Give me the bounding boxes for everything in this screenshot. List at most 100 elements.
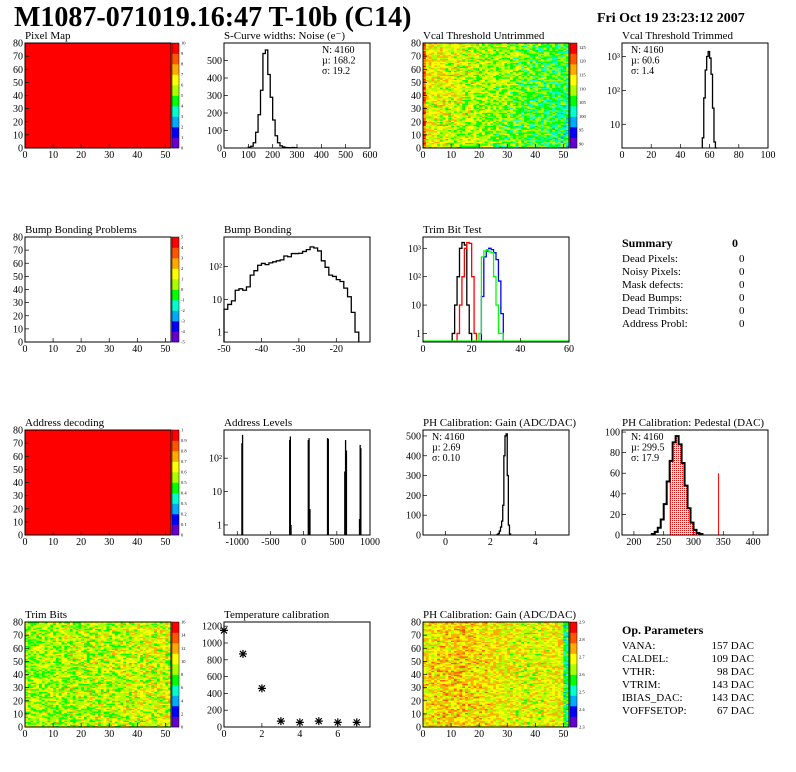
heatmap-cell [442, 48, 446, 50]
heatmap-cell [465, 81, 469, 83]
heatmap-cell [439, 137, 443, 140]
heatmap-cell [479, 133, 483, 136]
heatmap-cell [521, 130, 525, 133]
heatmap-cell [445, 142, 449, 145]
heatmap-cell [484, 99, 488, 102]
heatmap-cell [532, 98, 536, 100]
heatmap-cell [510, 109, 514, 112]
heatmap-cell [521, 74, 525, 77]
palette-segment [172, 456, 179, 462]
heatmap-cell [484, 50, 488, 53]
heatmap-cell [538, 74, 542, 77]
heatmap-cell [473, 132, 477, 134]
heatmap-cell [498, 146, 502, 149]
heatmap-cell [465, 100, 469, 103]
heatmap-cell [442, 82, 446, 84]
heatmap-cell [529, 65, 533, 67]
heatmap-cell [442, 62, 446, 65]
heatmap-cell [459, 81, 463, 83]
heatmap-cell [434, 117, 438, 120]
heatmap-cell [532, 106, 536, 108]
heatmap-cell [484, 48, 488, 50]
heatmap-cell [473, 58, 477, 61]
heatmap-cell [467, 108, 472, 111]
heatmap-cell [510, 65, 514, 67]
heatmap-cell [459, 120, 463, 123]
heatmap-cell [543, 138, 547, 141]
heatmap-cell [504, 48, 508, 50]
heatmap-cell [442, 104, 446, 107]
heatmap-cell [465, 67, 469, 70]
heatmap-cell [481, 46, 486, 49]
heatmap-cell [470, 120, 474, 123]
heatmap-cell [459, 130, 463, 133]
heatmap-cell [442, 121, 446, 124]
heatmap-cell [456, 79, 460, 82]
heatmap-cell [462, 62, 466, 65]
heatmap-cell [540, 50, 545, 53]
heatmap-cell [518, 45, 522, 48]
heatmap-cell [484, 92, 488, 95]
heatmap-cell [493, 82, 497, 84]
heatmap-cell [467, 50, 472, 53]
heatmap-cell [442, 100, 446, 103]
heatmap-cell [423, 127, 427, 129]
heatmap-cell [470, 125, 474, 128]
heatmap-cell [451, 112, 455, 115]
heatmap-cell [540, 141, 545, 144]
heatmap-cell [484, 54, 488, 57]
heatmap-cell [423, 120, 427, 123]
heatmap-cell [515, 145, 519, 147]
heatmap-cell [518, 87, 522, 90]
heatmap-cell [481, 115, 486, 117]
heatmap-cell [543, 53, 547, 56]
heatmap-cell [465, 65, 469, 67]
heatmap-cell [442, 83, 446, 86]
x-tick-label: 350 [716, 537, 731, 548]
heatmap-cell [473, 128, 477, 130]
heatmap-cell [540, 113, 545, 116]
heatmap-cell [484, 53, 488, 56]
heatmap-cell [445, 102, 449, 104]
heatmap-cell [428, 130, 432, 133]
heatmap-cell [425, 91, 429, 94]
heatmap-cell [484, 69, 488, 71]
heatmap-cell [425, 44, 429, 46]
heatmap-cell [549, 132, 553, 134]
heatmap-cell [496, 92, 500, 95]
heatmap-cell [526, 123, 530, 125]
palette-tick-label: 0.7 [181, 459, 187, 464]
heatmap-cell [437, 86, 441, 88]
heatmap-cell [442, 141, 446, 144]
heatmap-cell [473, 50, 477, 53]
heatmap-cell [442, 140, 446, 142]
heatmap-cell [510, 52, 514, 54]
heatmap-cell [498, 74, 502, 77]
heatmap-cell [439, 108, 443, 111]
heatmap-cell [535, 57, 539, 60]
heatmap-cell [529, 108, 533, 111]
heatmap-cell [453, 83, 457, 86]
heatmap-cell [459, 94, 463, 96]
x-tick-label: 10 [48, 537, 58, 548]
heatmap-cell [445, 52, 449, 54]
heatmap-cell [451, 117, 455, 120]
heatmap-cell [490, 106, 494, 108]
palette-tick-label: -1 [181, 298, 185, 303]
heatmap-cell [487, 45, 491, 48]
heatmap-cell [431, 69, 435, 71]
heatmap-cell [439, 44, 443, 46]
heatmap-cell [462, 95, 466, 98]
heatmap-cell [535, 81, 539, 83]
palette-tick-label: -3 [181, 319, 185, 324]
heatmap-cell [552, 88, 556, 91]
heatmap-cell [521, 65, 525, 67]
heatmap-cell [493, 144, 497, 146]
y-tick-label: 20 [13, 117, 23, 128]
heatmap-cell [462, 70, 466, 73]
heatmap-cell [442, 58, 446, 61]
palette-segment [172, 258, 179, 264]
heatmap-cell [434, 129, 438, 132]
heatmap-cell [535, 46, 539, 49]
heatmap-cell [448, 86, 452, 88]
